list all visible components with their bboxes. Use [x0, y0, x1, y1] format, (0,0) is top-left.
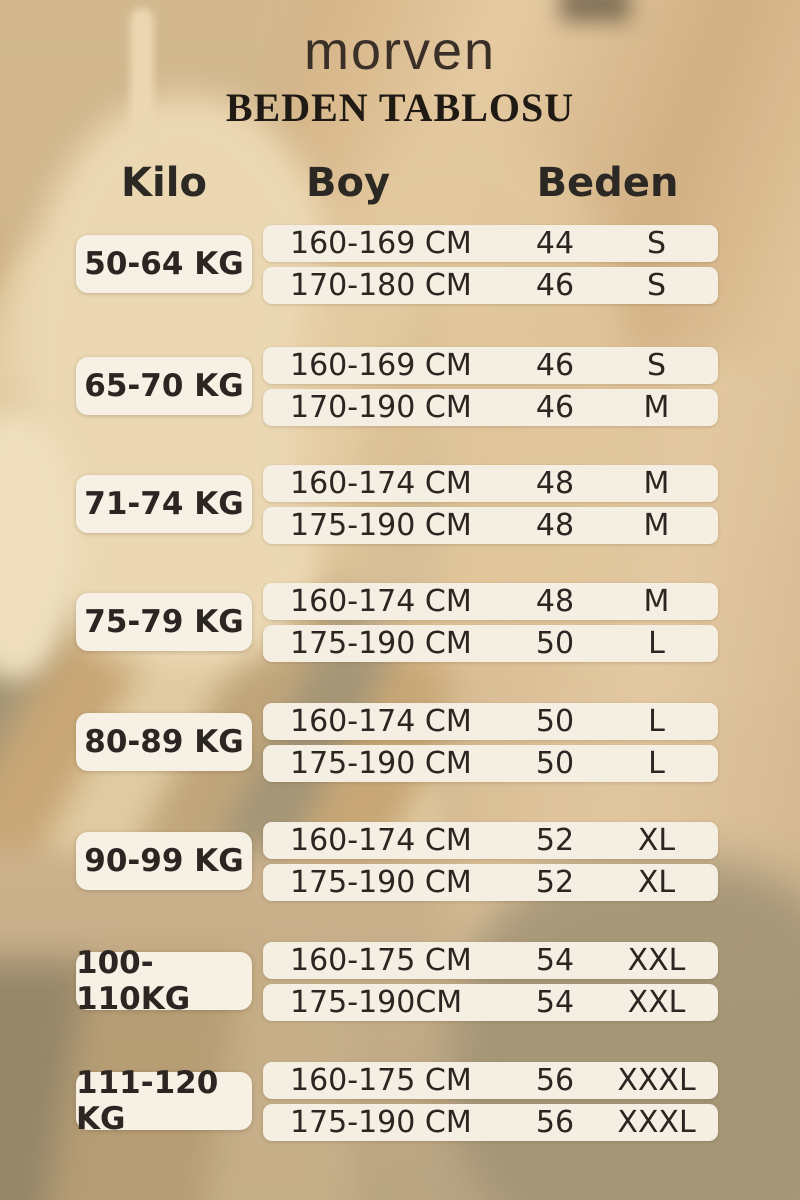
- size-row: 160-174 CM 48 M: [263, 583, 718, 620]
- group-rows: 160-169 CM 44 S 170-180 CM 46 S: [263, 225, 718, 309]
- size-row: 175-190 CM 50 L: [263, 625, 718, 662]
- kilo-badge: 75-79 KG: [76, 593, 252, 651]
- height-range: 160-174 CM: [290, 584, 472, 619]
- size-row: 160-175 CM 56 XXXL: [263, 1062, 718, 1099]
- size-number: 52: [535, 823, 575, 858]
- size-number: 44: [535, 226, 575, 261]
- size-number: 54: [535, 985, 575, 1020]
- height-range: 175-190CM: [290, 985, 463, 1020]
- size-letter: M: [643, 584, 670, 619]
- weight-group: 50-64 KG 160-169 CM 44 S 170-180 CM 46 S: [0, 225, 800, 304]
- height-range: 175-190 CM: [290, 865, 472, 900]
- height-range: 175-190 CM: [290, 626, 472, 661]
- kilo-badge: 111-120 KG: [76, 1065, 252, 1137]
- size-number: 46: [535, 390, 575, 425]
- hanger-hook-silhouette: [130, 8, 154, 138]
- size-row: 160-174 CM 52 XL: [263, 822, 718, 859]
- brand-logo: morven: [303, 21, 497, 81]
- size-row: 175-190 CM 52 XL: [263, 864, 718, 901]
- size-number: 56: [535, 1105, 575, 1140]
- size-letter: L: [648, 704, 665, 739]
- size-number: 52: [535, 865, 575, 900]
- group-rows: 160-174 CM 50 L 175-190 CM 50 L: [263, 703, 718, 787]
- height-range: 160-169 CM: [290, 348, 472, 383]
- size-number: 50: [535, 704, 575, 739]
- size-letter: XXXL: [617, 1105, 696, 1140]
- size-row: 160-175 CM 54 XXL: [263, 942, 718, 979]
- kilo-badge: 80-89 KG: [76, 713, 252, 771]
- size-number: 54: [535, 943, 575, 978]
- weight-group: 100-110KG 160-175 CM 54 XXL 175-190CM 54…: [0, 942, 800, 1021]
- size-row: 175-190 CM 56 XXXL: [263, 1104, 718, 1141]
- kilo-badge: 90-99 KG: [76, 832, 252, 890]
- column-header-boy: Boy: [305, 160, 391, 206]
- weight-group: 111-120 KG 160-175 CM 56 XXXL 175-190 CM…: [0, 1062, 800, 1141]
- size-number: 48: [535, 466, 575, 501]
- size-letter: XXXL: [617, 1063, 696, 1098]
- column-header-beden: Beden: [536, 160, 679, 206]
- size-number: 50: [535, 746, 575, 781]
- height-range: 170-180 CM: [290, 268, 472, 303]
- height-range: 175-190 CM: [290, 508, 472, 543]
- size-row: 175-190CM 54 XXL: [263, 984, 718, 1021]
- size-letter: XXL: [627, 985, 686, 1020]
- size-row: 170-190 CM 46 M: [263, 389, 718, 426]
- weight-group: 71-74 KG 160-174 CM 48 M 175-190 CM 48 M: [0, 465, 800, 544]
- size-row: 160-169 CM 46 S: [263, 347, 718, 384]
- group-rows: 160-174 CM 48 M 175-190 CM 48 M: [263, 465, 718, 549]
- background-blur-layer: [450, 860, 800, 1200]
- weight-group: 80-89 KG 160-174 CM 50 L 175-190 CM 50 L: [0, 703, 800, 782]
- size-row: 170-180 CM 46 S: [263, 267, 718, 304]
- kilo-badge: 50-64 KG: [76, 235, 252, 293]
- size-number: 48: [535, 584, 575, 619]
- height-range: 160-174 CM: [290, 823, 472, 858]
- size-number: 46: [535, 268, 575, 303]
- group-rows: 160-174 CM 52 XL 175-190 CM 52 XL: [263, 822, 718, 906]
- size-letter: XL: [637, 865, 676, 900]
- size-row: 160-174 CM 50 L: [263, 703, 718, 740]
- size-letter: S: [646, 226, 667, 261]
- size-row: 160-169 CM 44 S: [263, 225, 718, 262]
- size-number: 56: [535, 1063, 575, 1098]
- group-rows: 160-169 CM 46 S 170-190 CM 46 M: [263, 347, 718, 431]
- size-letter: M: [643, 390, 670, 425]
- column-headers: Kilo Boy Beden: [0, 160, 800, 208]
- kilo-badge: 65-70 KG: [76, 357, 252, 415]
- height-range: 170-190 CM: [290, 390, 472, 425]
- height-range: 175-190 CM: [290, 746, 472, 781]
- size-letter: M: [643, 466, 670, 501]
- weight-group: 90-99 KG 160-174 CM 52 XL 175-190 CM 52 …: [0, 822, 800, 901]
- size-row: 160-174 CM 48 M: [263, 465, 718, 502]
- size-number: 48: [535, 508, 575, 543]
- group-rows: 160-174 CM 48 M 175-190 CM 50 L: [263, 583, 718, 667]
- size-row: 175-190 CM 50 L: [263, 745, 718, 782]
- size-letter: S: [646, 348, 667, 383]
- size-row: 175-190 CM 48 M: [263, 507, 718, 544]
- size-number: 46: [535, 348, 575, 383]
- size-letter: L: [648, 626, 665, 661]
- height-range: 160-174 CM: [290, 466, 472, 501]
- group-rows: 160-175 CM 54 XXL 175-190CM 54 XXL: [263, 942, 718, 1026]
- height-range: 160-175 CM: [290, 943, 472, 978]
- size-letter: L: [648, 746, 665, 781]
- height-range: 175-190 CM: [290, 1105, 472, 1140]
- kilo-badge: 100-110KG: [76, 945, 252, 1017]
- kilo-badge: 71-74 KG: [76, 475, 252, 533]
- size-number: 50: [535, 626, 575, 661]
- weight-group: 75-79 KG 160-174 CM 48 M 175-190 CM 50 L: [0, 583, 800, 662]
- size-letter: XL: [637, 823, 676, 858]
- size-letter: M: [643, 508, 670, 543]
- size-letter: S: [646, 268, 667, 303]
- weight-group: 65-70 KG 160-169 CM 46 S 170-190 CM 46 M: [0, 347, 800, 426]
- size-letter: XXL: [627, 943, 686, 978]
- column-header-kilo: Kilo: [121, 160, 207, 206]
- height-range: 160-169 CM: [290, 226, 472, 261]
- background-blur-layer: [560, 0, 630, 22]
- page-title: BEDEN TABLOSU: [225, 85, 575, 130]
- height-range: 160-175 CM: [290, 1063, 472, 1098]
- group-rows: 160-175 CM 56 XXXL 175-190 CM 56 XXXL: [263, 1062, 718, 1146]
- height-range: 160-174 CM: [290, 704, 472, 739]
